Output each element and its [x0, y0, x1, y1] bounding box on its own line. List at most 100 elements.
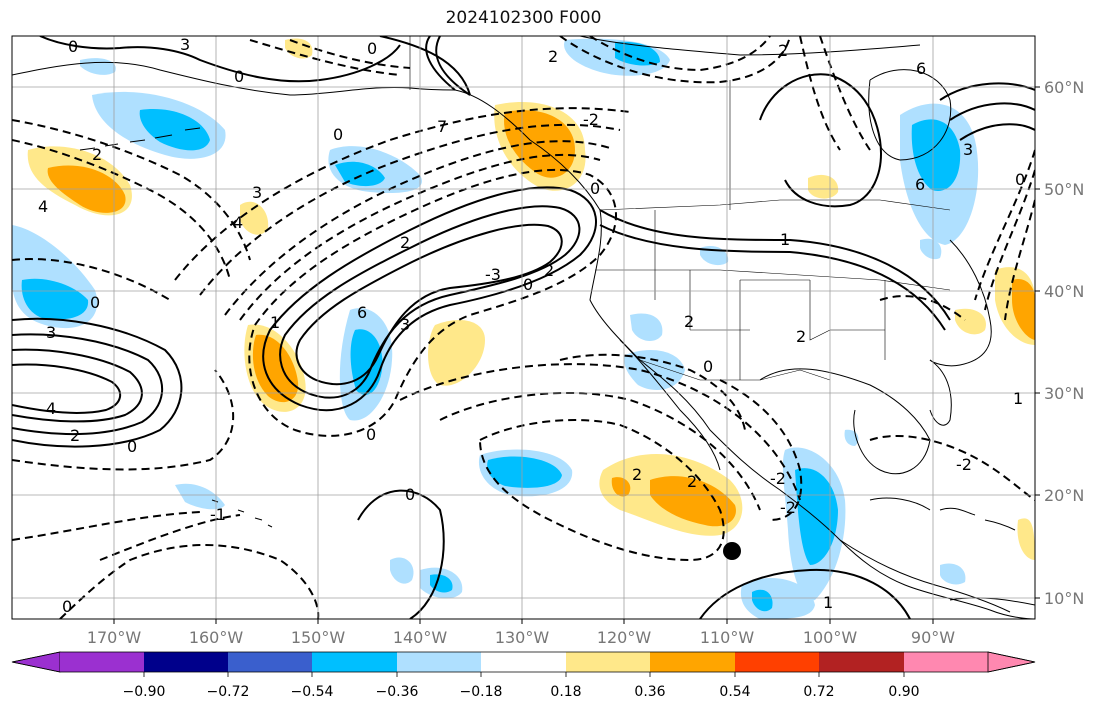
contour-label: 0 — [127, 437, 137, 456]
contour-label: 0 — [590, 179, 600, 198]
aleutian-islands — [79, 127, 201, 151]
negative-anomaly-shade — [139, 109, 210, 151]
colorbar-bin — [566, 652, 650, 672]
contour-label: 7 — [437, 117, 447, 136]
contour-label: 3 — [180, 35, 190, 54]
lat-label: 50°N — [1044, 180, 1084, 199]
longitude-labels: 170°W 160°W 150°W 140°W 130°W 120°W 110°… — [87, 628, 955, 647]
colorbar-tick-label: 0.54 — [719, 684, 750, 700]
contour-label: 0 — [367, 39, 377, 58]
negative-anomaly-shade — [615, 41, 660, 66]
colorbar-min-extend — [11, 651, 61, 673]
lon-label: 130°W — [495, 628, 550, 647]
colorbar-bin — [312, 652, 397, 672]
axis-ticks — [113, 86, 1040, 624]
negative-anomaly-shade — [487, 456, 562, 488]
gulf-of-mexico-coastline — [759, 368, 931, 475]
graticule — [12, 36, 1035, 619]
contour-label: 1 — [780, 230, 790, 249]
positive-anomaly-shade — [428, 320, 485, 386]
hudson-bay — [868, 69, 952, 161]
latitude-labels: 60°N 50°N 40°N 30°N 20°N 10°N — [1044, 78, 1084, 608]
colorbar-max-extend — [987, 651, 1036, 673]
solid-contours — [12, 36, 1035, 619]
contour-label: 0 — [90, 293, 100, 312]
colorbar-bin — [228, 652, 312, 672]
contour-label: 2 — [684, 312, 694, 331]
colorbar-tick-label: −0.72 — [207, 684, 250, 700]
contour-label: 1 — [823, 593, 833, 612]
lat-label: 20°N — [1044, 486, 1084, 505]
contour-labels: 0 0 3 2 2 0 7 0 -2 6 3 4 3 2 6 1 4 0 2 -… — [38, 35, 1025, 616]
contour-label: 3 — [46, 323, 56, 342]
contour-label: 2 — [544, 261, 554, 280]
negative-anomaly-shade — [752, 589, 773, 612]
contour-label: 1 — [1013, 389, 1023, 408]
negative-anomaly-shade — [335, 161, 385, 187]
contour-label: 3 — [252, 183, 262, 202]
colorbar-tick-label: −0.18 — [460, 684, 503, 700]
colorbar-tick-label: 0.18 — [550, 684, 581, 700]
contour-label: 2 — [548, 47, 558, 66]
colorbar-bin — [735, 652, 819, 672]
contour-label: 0 — [333, 125, 343, 144]
dashed-contours — [12, 36, 1035, 619]
contour-label: -3 — [485, 265, 501, 284]
contour-label: -2 — [583, 110, 599, 129]
negative-anomaly-shade — [911, 119, 961, 191]
north-america-coastline — [454, 89, 1035, 619]
colorbar-tick-label: −0.90 — [123, 684, 166, 700]
contour-label: 2 — [632, 465, 642, 484]
baja-coastline — [619, 339, 721, 471]
colorbar-bin — [904, 652, 988, 672]
negative-anomaly-shade — [175, 483, 225, 510]
contour-label: 0 — [523, 275, 533, 294]
positive-anomaly-shade — [808, 174, 839, 199]
negative-anomaly-shade — [795, 468, 838, 565]
contour-label: 6 — [915, 175, 925, 194]
lon-label: 120°W — [597, 628, 652, 647]
contour-label: -1 — [210, 505, 226, 524]
negative-anomaly-shade — [21, 278, 89, 320]
lon-label: 140°W — [393, 628, 448, 647]
colorbar-tick-label: −0.36 — [376, 684, 419, 700]
contour-label: 2 — [70, 426, 80, 445]
lon-label: 150°W — [291, 628, 346, 647]
contour-label: 0 — [234, 67, 244, 86]
map-frame — [11, 35, 1036, 620]
negative-anomaly-shade — [920, 238, 942, 260]
contour-label: 2 — [687, 472, 697, 491]
contour-label: 3 — [963, 140, 973, 159]
lon-label: 90°W — [911, 628, 955, 647]
lon-label: 160°W — [189, 628, 244, 647]
florida-coastline — [929, 359, 952, 426]
contour-label: -2 — [780, 498, 796, 517]
alaska-coastline — [12, 61, 456, 96]
negative-anomaly-shade — [940, 563, 966, 585]
positive-anomaly-shade — [650, 476, 736, 527]
lat-label: 60°N — [1044, 78, 1084, 97]
contour-label: 2 — [400, 233, 410, 252]
colorbar-bin — [650, 652, 735, 672]
colorbar-bin — [60, 652, 144, 672]
chart-title: 2024102300 F000 — [445, 8, 602, 28]
east-coast — [929, 239, 992, 367]
lon-label: 170°W — [87, 628, 142, 647]
caribbean-islands — [869, 497, 1016, 531]
lon-label: 110°W — [700, 628, 755, 647]
positive-anomaly-shade — [611, 477, 631, 497]
contour-label: -2 — [956, 455, 972, 474]
contour-label: 2 — [796, 327, 806, 346]
colorbar-bin — [397, 652, 481, 672]
political-borders — [409, 36, 951, 381]
contour-label: 6 — [357, 303, 367, 322]
colorbar-bin — [481, 652, 566, 672]
coastlines — [12, 36, 1035, 619]
central-america — [839, 539, 1011, 613]
colorbar-bin — [144, 652, 228, 672]
contour-label: 4 — [233, 213, 243, 232]
contour-label: 0 — [62, 597, 72, 616]
south-america — [949, 597, 1035, 606]
lat-label: 10°N — [1044, 589, 1084, 608]
